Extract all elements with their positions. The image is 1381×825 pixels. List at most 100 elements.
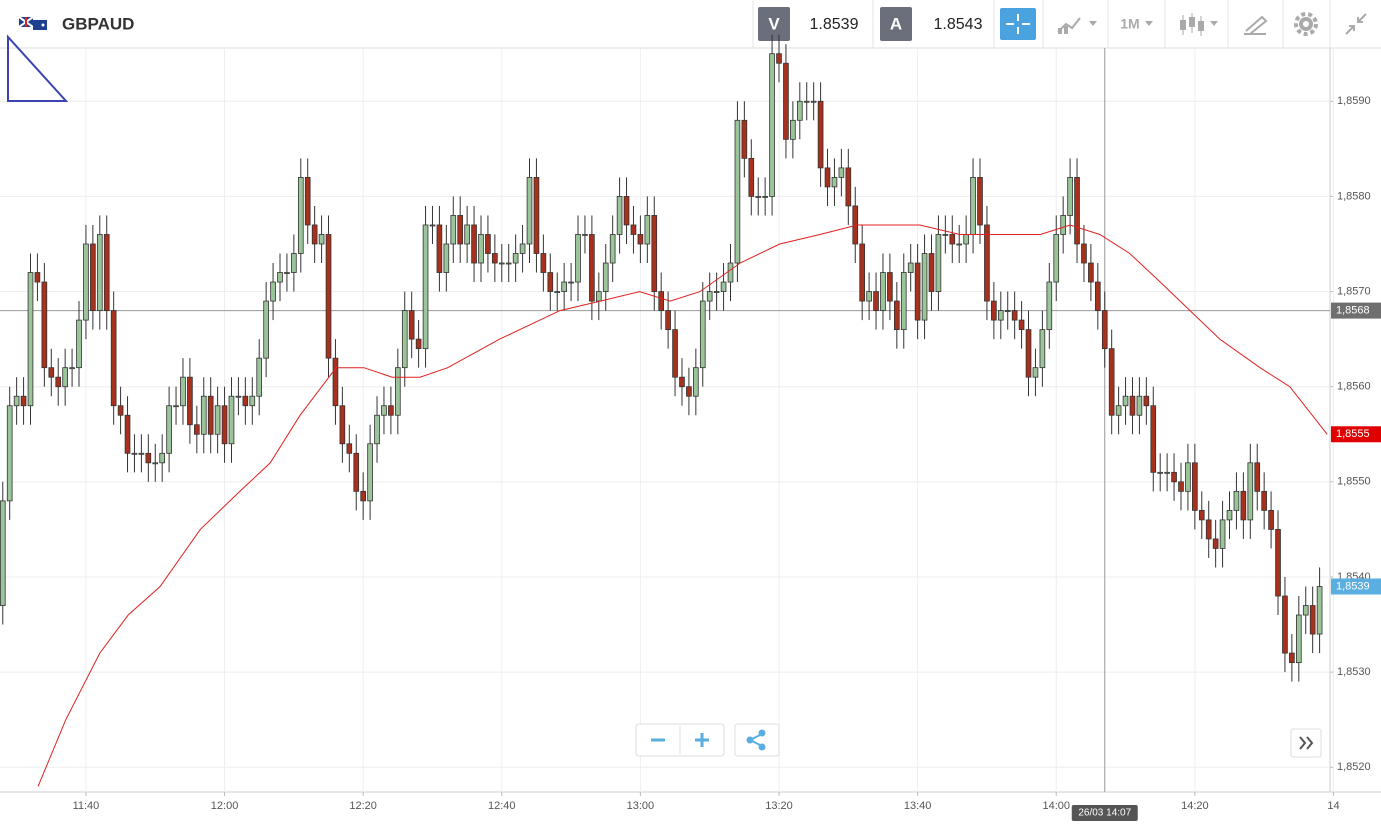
candle-body: [1067, 176, 1073, 216]
candle-body: [1219, 519, 1226, 549]
x-tick-label: 13:40: [904, 800, 932, 812]
candle-body: [0, 500, 6, 606]
candle-body: [651, 215, 658, 292]
candle-body: [1295, 614, 1302, 664]
timeframe[interactable]: 1M: [1120, 16, 1139, 32]
candle-body: [817, 100, 824, 169]
candle-body: [1150, 405, 1157, 473]
candle-body: [880, 272, 886, 311]
candle-body: [1205, 519, 1212, 540]
candle-body: [13, 395, 20, 407]
candle-body: [277, 272, 283, 283]
candle-body: [138, 452, 145, 455]
candle-body: [1108, 348, 1115, 416]
indicators-menu[interactable]: [1057, 17, 1097, 34]
y-tick-label: 1,8530: [1337, 666, 1371, 678]
x-tick-label: 13:00: [627, 800, 655, 812]
candle-body: [41, 281, 48, 369]
scroll-to-end[interactable]: [1290, 728, 1322, 758]
x-tick-label: 14:00: [1042, 800, 1070, 812]
candle-body: [194, 424, 200, 435]
candle-body: [228, 395, 235, 445]
candle-body: [346, 443, 353, 454]
candle-body: [166, 405, 172, 454]
sell-button[interactable]: [758, 7, 790, 41]
buy-button[interactable]: [880, 7, 912, 41]
candle-body: [284, 272, 290, 274]
candle-body: [1136, 395, 1143, 416]
price-tag-box: [1331, 426, 1381, 443]
crosshair-toggle[interactable]: [1000, 8, 1036, 40]
candle-body: [734, 119, 741, 264]
candle-body: [1018, 319, 1025, 331]
candle-body: [755, 196, 762, 198]
candle-body: [214, 405, 221, 435]
candle-body: [1178, 481, 1184, 492]
candle-body: [769, 53, 775, 197]
candle-body: [381, 405, 387, 416]
candle-body: [1282, 595, 1288, 654]
candle-body: [1004, 310, 1011, 312]
candle-body: [997, 310, 1004, 321]
y-tick-label: 1,8520: [1337, 761, 1371, 773]
candle-body: [970, 176, 976, 235]
candle-body: [1011, 310, 1018, 321]
candle-body: [796, 100, 803, 121]
candle-body: [1268, 509, 1274, 530]
candle-body: [450, 215, 457, 245]
header-bar: [0, 0, 1381, 48]
candle-body: [263, 300, 269, 359]
candle-body: [200, 395, 207, 435]
candle-body: [235, 395, 242, 398]
candle-body: [485, 234, 491, 254]
drawn-triangle[interactable]: [7, 34, 69, 102]
candle-body: [1157, 471, 1164, 474]
candle-body: [1101, 310, 1108, 350]
candle-body: [471, 224, 477, 264]
candle-body: [1143, 395, 1150, 407]
crosshair-price: 1,8568: [1336, 304, 1370, 316]
candle-body: [152, 462, 159, 465]
candle-body: [1247, 462, 1254, 521]
settings[interactable]: [1294, 12, 1318, 36]
candle-body: [180, 376, 186, 407]
candle-body: [873, 291, 879, 311]
candle-body: [103, 234, 110, 311]
candle-body: [1171, 471, 1177, 483]
zoom-in[interactable]: [695, 733, 709, 747]
candle-body: [1115, 405, 1122, 416]
candle-body: [942, 234, 949, 236]
candle-body: [443, 243, 450, 273]
y-tick-label: 1,8550: [1337, 476, 1371, 488]
candle-body: [616, 196, 623, 235]
candle-body: [1122, 395, 1129, 407]
candle-body: [575, 234, 581, 283]
drawing-tools[interactable]: [1244, 15, 1268, 35]
candle-body: [318, 234, 325, 245]
candle-body: [519, 243, 526, 254]
chart-type-menu[interactable]: [1180, 13, 1218, 36]
candle-body: [457, 215, 464, 245]
candle-body: [561, 281, 567, 292]
y-tick-label: 1,8590: [1337, 95, 1371, 107]
candle-body: [311, 224, 318, 245]
candle-body: [949, 234, 956, 245]
candle-body: [20, 395, 27, 407]
share[interactable]: [734, 723, 780, 757]
candle-body: [429, 224, 436, 227]
candle-body: [124, 414, 131, 454]
candle-body: [256, 357, 263, 397]
candle-body: [249, 395, 256, 407]
candle-body: [505, 262, 512, 265]
x-tick-label: 11:40: [73, 800, 100, 812]
collapse[interactable]: [1345, 13, 1367, 35]
candle-body: [297, 176, 304, 254]
candle-body: [928, 253, 935, 292]
candle-body: [1316, 586, 1323, 635]
candle-body: [360, 490, 366, 502]
sell-label: V: [768, 14, 780, 33]
y-tick-label: 1,8570: [1337, 285, 1371, 297]
candle-body: [1088, 262, 1094, 283]
candle-body: [1094, 281, 1101, 311]
